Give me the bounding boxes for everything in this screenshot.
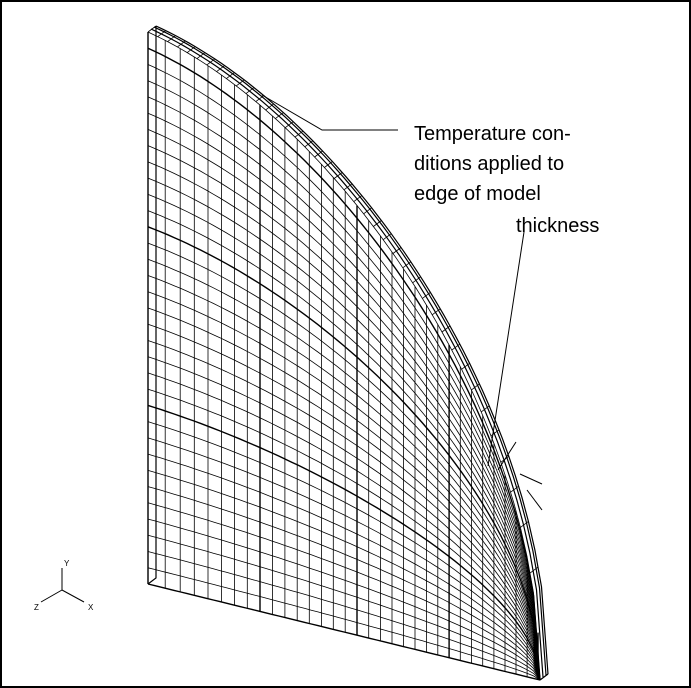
figure: Temperature con- ditions applied to edge… <box>0 0 691 688</box>
annotation-line: Temperature con- <box>414 123 571 145</box>
axis-label: X <box>88 603 94 612</box>
annotation-line: ditions applied to <box>414 153 564 175</box>
annotation-line: edge of model <box>414 183 541 205</box>
axis-label: Y <box>64 559 70 568</box>
thickness-label: thickness <box>516 215 599 237</box>
page: Temperature con- ditions applied to edge… <box>0 0 691 688</box>
axis-label: Z <box>34 603 39 612</box>
